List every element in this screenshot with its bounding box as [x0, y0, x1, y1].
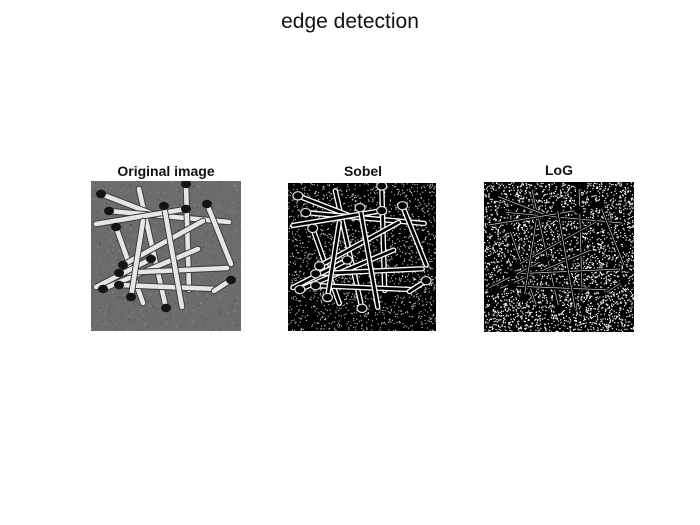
original-image — [91, 181, 241, 331]
sobel-edge-image — [288, 183, 436, 331]
panel-title-log: LoG — [545, 162, 573, 178]
panel-title-sobel: Sobel — [343, 163, 383, 179]
log-edge-image — [484, 182, 634, 332]
panel-title-original: Original image — [117, 163, 215, 179]
figure-title: edge detection — [281, 10, 419, 33]
